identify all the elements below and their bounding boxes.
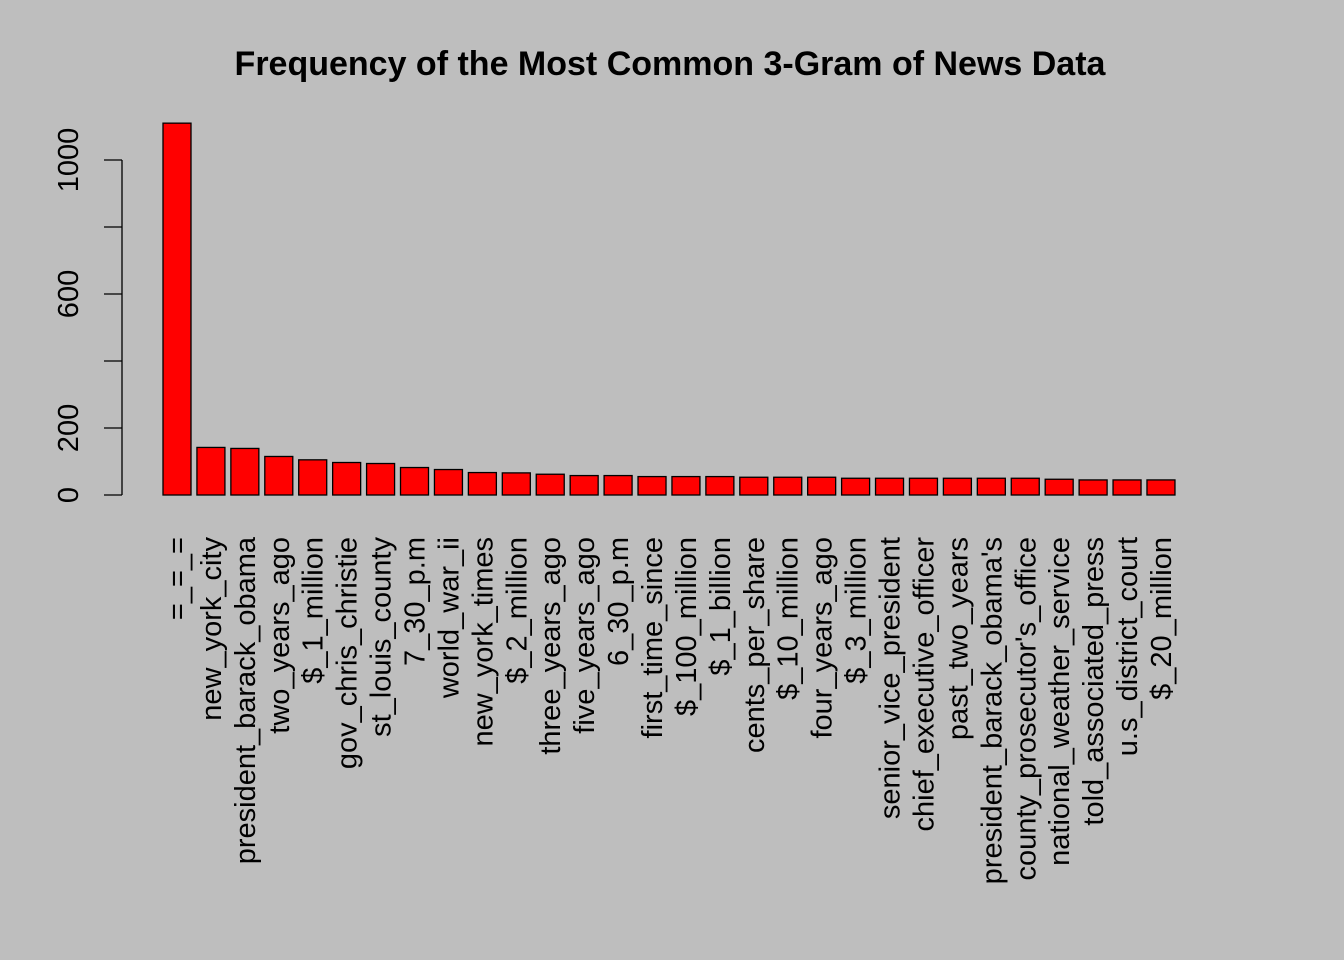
x-tick-label: $_2_million <box>501 537 533 684</box>
x-tick-label: st_louis_county <box>366 537 398 737</box>
x-tick-label: president_barack_obama's <box>976 537 1008 884</box>
x-tick-label: $_3_million <box>841 537 873 684</box>
bar <box>399 466 430 496</box>
x-tick-label: new_york_times <box>467 537 499 747</box>
bar <box>908 477 939 496</box>
bar <box>162 122 192 496</box>
bar <box>807 476 837 496</box>
x-tick-label: five_years_ago <box>569 537 601 734</box>
x-tick-label: chief_executive_officer <box>908 537 940 832</box>
x-tick-label: $_20_million <box>1146 537 1178 700</box>
x-tick-label: told_associated_press <box>1078 537 1110 826</box>
chart-title: Frequency of the Most Common 3-Gram of N… <box>235 45 1107 83</box>
x-tick-label: first_time_since <box>637 537 669 738</box>
bar <box>331 461 362 496</box>
bar <box>365 462 396 496</box>
bar <box>705 475 735 496</box>
y-tick-label: 1000 <box>53 128 85 193</box>
x-tick-label: $_10_million <box>773 537 805 700</box>
bar <box>942 477 973 496</box>
x-tick-label: cents_per_share <box>739 537 771 753</box>
x-tick-label: past_two_years <box>942 537 974 740</box>
bar <box>501 472 531 496</box>
bar <box>467 471 498 496</box>
x-tick-label: gov_chris_christie <box>332 537 364 769</box>
bar <box>773 476 803 496</box>
x-tick-label: 6_30_p.m <box>603 537 635 666</box>
bar <box>739 476 769 496</box>
bar <box>230 447 260 496</box>
x-tick-label: =_=_= <box>162 537 194 620</box>
x-tick-label: president_barack_obama <box>230 536 262 864</box>
y-tick-label: 0 <box>53 487 85 503</box>
x-axis-labels: =_=_= new_york_city president_barack_obama… <box>162 536 1178 884</box>
bar <box>874 477 905 496</box>
bar <box>298 459 328 496</box>
x-tick-label: $_1_million <box>298 537 330 684</box>
bar <box>1010 477 1040 496</box>
x-tick-label: four_years_ago <box>807 537 839 739</box>
bar <box>840 477 871 496</box>
x-tick-label: world_war_ii <box>433 537 465 699</box>
bar <box>535 473 565 496</box>
x-tick-label: senior_vice_president <box>875 537 907 819</box>
x-tick-label: new_york_city <box>196 537 228 721</box>
x-tick-label: national_weather_service <box>1044 537 1076 866</box>
x-tick-label: $_100_million <box>671 537 703 716</box>
bar <box>433 468 464 496</box>
bar <box>603 474 633 496</box>
bar <box>637 475 667 496</box>
y-tick-label: 600 <box>53 270 85 318</box>
bar <box>1146 479 1176 496</box>
y-axis: 0 200 600 1000 <box>53 128 123 503</box>
bar <box>671 475 701 496</box>
bar <box>976 477 1006 496</box>
bars <box>162 122 1176 496</box>
x-tick-label: three_years_ago <box>535 537 567 755</box>
y-tick-label: 200 <box>53 404 85 452</box>
x-tick-label: u.s_district_court <box>1112 537 1144 756</box>
bar <box>1112 479 1142 496</box>
x-tick-label: 7_30_p.m <box>400 537 432 666</box>
bar <box>569 474 599 496</box>
x-tick-label: two_years_ago <box>264 537 296 734</box>
bar <box>264 455 294 496</box>
x-tick-label: $_1_billion <box>705 537 737 676</box>
x-tick-label: county_prosecutor's_office <box>1010 537 1042 881</box>
bar <box>1044 478 1074 496</box>
bar <box>1078 479 1108 496</box>
bar <box>196 446 226 496</box>
